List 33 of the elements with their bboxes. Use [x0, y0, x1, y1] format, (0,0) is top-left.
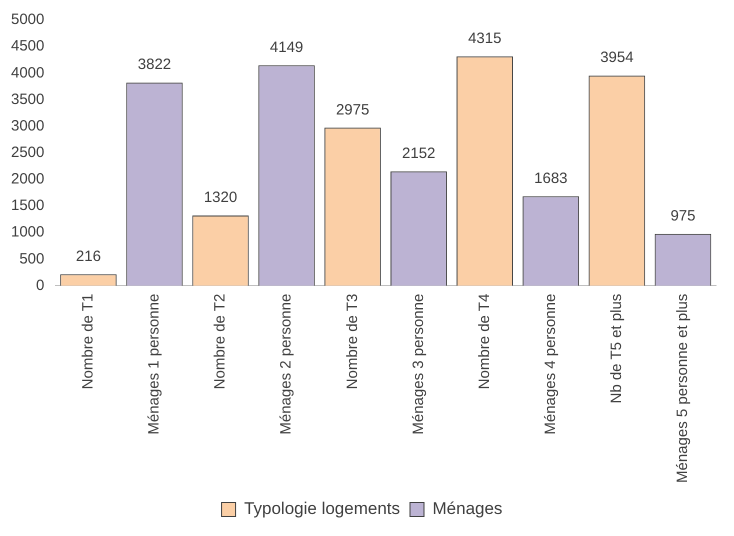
x-tick-label: Ménages 5 personne et plus: [674, 294, 692, 483]
y-tick-label: 4000: [10, 64, 44, 82]
x-tick-label: Ménages 4 personne: [542, 294, 559, 435]
y-tick-label: 500: [19, 250, 44, 268]
x-tick-label: Nombre de T4: [476, 294, 493, 390]
legend-label: Typologie logements: [244, 499, 400, 518]
data-label: 2975: [336, 101, 370, 118]
data-label: 3822: [138, 56, 172, 74]
data-label: 1683: [534, 170, 568, 187]
x-tick-label: Nombre de T2: [212, 294, 229, 390]
y-tick-label: 3500: [10, 90, 44, 108]
data-label: 216: [76, 248, 101, 265]
y-tick-label: 0: [36, 276, 44, 294]
x-tick-label: Ménages 3 personne: [410, 294, 427, 435]
data-label: 4315: [468, 30, 502, 48]
y-tick-label: 2000: [10, 170, 44, 188]
data-label: 1320: [204, 189, 238, 206]
y-tick-label: 5000: [10, 11, 44, 28]
data-label: 975: [670, 208, 696, 225]
y-tick-label: 3000: [10, 117, 44, 134]
x-tick-label: Ménages 2 personne: [278, 294, 295, 435]
x-tick-label: Ménages 1 personne: [146, 294, 163, 435]
data-label: 4149: [270, 38, 304, 56]
y-tick-label: 4500: [10, 38, 44, 55]
x-tick-label: Nombre de T3: [344, 294, 361, 390]
x-tick-label: Nb de T5 et plus: [608, 294, 626, 404]
legend-label: Ménages: [432, 499, 502, 518]
data-label: 2152: [402, 144, 436, 162]
x-tick-label: Nombre de T1: [80, 294, 97, 390]
y-tick-label: 2500: [10, 144, 44, 161]
data-label: 3954: [600, 49, 634, 66]
y-tick-label: 1000: [10, 224, 44, 241]
y-tick-label: 1500: [10, 197, 44, 214]
